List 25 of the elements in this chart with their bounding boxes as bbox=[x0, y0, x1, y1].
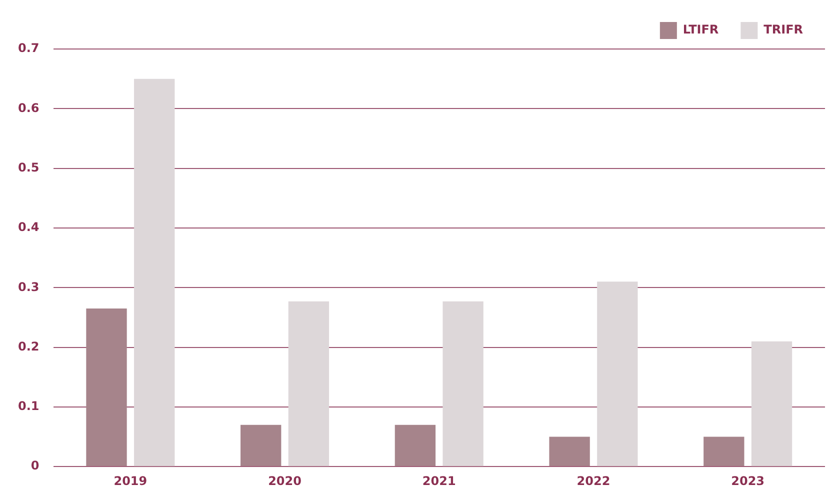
x-tick-label: 2021 bbox=[422, 474, 456, 488]
x-tick-label: 2022 bbox=[576, 474, 610, 488]
bar bbox=[597, 282, 638, 466]
bar bbox=[288, 301, 330, 466]
y-tick-label: 0.7 bbox=[18, 41, 40, 56]
legend-label: TRIFR bbox=[764, 22, 803, 37]
y-tick-label: 0.6 bbox=[18, 100, 40, 115]
bar bbox=[549, 436, 590, 466]
legend-label: LTIFR bbox=[682, 22, 719, 37]
bar bbox=[86, 308, 127, 466]
x-tick-label: 2020 bbox=[268, 474, 302, 488]
bar bbox=[751, 341, 792, 466]
x-tick-label: 2023 bbox=[731, 474, 765, 488]
y-tick-label: 0.1 bbox=[18, 399, 40, 414]
bar bbox=[442, 301, 484, 466]
x-tick-label: 2019 bbox=[114, 474, 148, 488]
bar bbox=[134, 78, 175, 466]
bar bbox=[394, 424, 436, 466]
y-tick-label: 0.3 bbox=[18, 280, 40, 294]
y-tick-label: 0.4 bbox=[18, 220, 40, 234]
y-tick-label: 0 bbox=[30, 458, 40, 473]
bar bbox=[704, 436, 744, 466]
bar bbox=[240, 424, 282, 466]
y-tick-label: 0.2 bbox=[18, 339, 40, 354]
y-tick-label: 0.5 bbox=[18, 160, 40, 174]
